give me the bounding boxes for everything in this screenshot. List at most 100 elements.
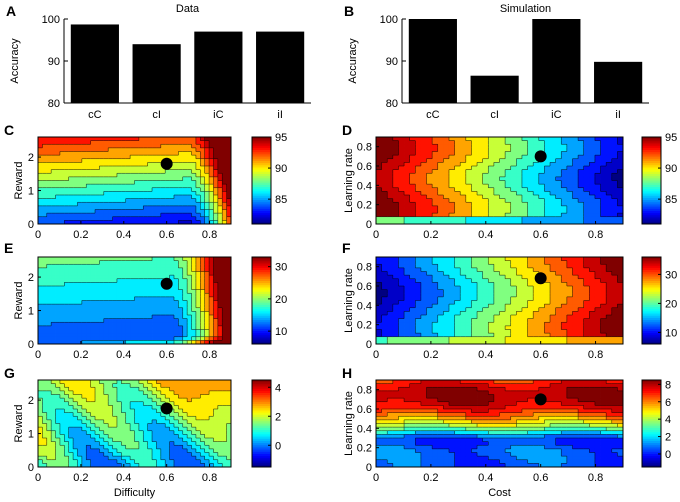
heatmap-cell <box>143 286 149 291</box>
heatmap-cell <box>195 198 201 203</box>
heatmap-cell <box>420 209 427 214</box>
heatmap-cell <box>204 333 210 338</box>
heatmap-cell <box>81 191 87 196</box>
heatmap-cell <box>125 205 131 210</box>
heatmap-cell <box>112 184 118 189</box>
heatmap-cell <box>493 169 500 174</box>
heatmap-cell <box>387 325 394 330</box>
heatmap-cell <box>533 198 540 203</box>
heatmap-cell <box>195 271 201 276</box>
heatmap-cell <box>86 213 92 218</box>
heatmap-cell <box>217 318 223 323</box>
heatmap-cell <box>152 180 157 185</box>
heatmap-cell <box>169 209 175 214</box>
heatmap-cell <box>73 315 78 320</box>
heatmap-cell <box>130 300 135 305</box>
heatmap-cell <box>213 173 219 178</box>
heatmap-cell <box>187 296 192 301</box>
heatmap-cell <box>477 184 484 189</box>
heatmap-cell <box>555 220 562 225</box>
heatmap-cell <box>432 155 439 160</box>
heatmap-cell <box>488 169 495 174</box>
heatmap-cell <box>521 209 528 214</box>
heatmap-cell <box>152 216 157 221</box>
heatmap-cell <box>493 195 500 200</box>
heatmap-cell <box>86 147 92 152</box>
heatmap-cell <box>73 169 78 174</box>
heatmap-cell <box>160 187 166 192</box>
heatmap-cell <box>46 264 52 269</box>
heatmap-cell <box>222 198 228 203</box>
heatmap-cell <box>387 195 394 200</box>
colorbar-step <box>642 182 661 186</box>
heatmap-cell <box>426 198 433 203</box>
colorbar-step <box>642 208 661 212</box>
heatmap-cell <box>90 336 96 341</box>
heatmap-cell <box>90 286 96 291</box>
heatmap-cell <box>589 166 596 171</box>
heatmap-cell <box>182 184 188 189</box>
heatmap-cell <box>488 147 495 152</box>
heatmap-cell <box>561 173 568 178</box>
heatmap-cell <box>160 311 166 316</box>
heatmap-cell <box>64 202 70 207</box>
heatmap-cell <box>130 329 135 334</box>
heatmap-cell <box>160 191 166 196</box>
heatmap-cell <box>392 318 399 323</box>
heatmap-cell <box>143 311 149 316</box>
heatmap-cell <box>134 264 140 269</box>
heatmap-cell <box>460 144 467 149</box>
heatmap-cell <box>59 169 65 174</box>
heatmap-cell <box>134 158 140 163</box>
heatmap-cell <box>173 304 179 309</box>
heatmap-cell <box>138 205 144 210</box>
heatmap-cell <box>555 180 562 185</box>
heatmap-cell <box>38 158 43 163</box>
heatmap-cell <box>387 260 394 265</box>
heatmap-cell <box>121 296 127 301</box>
heatmap-cell <box>376 202 383 207</box>
heatmap-cell <box>42 325 48 330</box>
heatmap-cell <box>178 289 184 294</box>
heatmap-cell <box>143 300 149 305</box>
heatmap-cell <box>147 144 153 149</box>
heatmap-cell <box>51 213 56 218</box>
heatmap-cell <box>116 198 122 203</box>
heatmap-cell <box>121 173 127 178</box>
heatmap-cell <box>160 340 166 345</box>
heatmap-cell <box>488 216 495 221</box>
heatmap-cell <box>471 137 478 142</box>
heatmap-cell <box>561 184 568 189</box>
heatmap-cell <box>387 286 394 291</box>
heatmap-cell <box>187 205 192 210</box>
heatmap-cell <box>112 289 118 294</box>
heatmap-cell <box>488 173 495 178</box>
heatmap-cell <box>217 198 223 203</box>
heatmap-cell <box>217 282 223 287</box>
heatmap-cell <box>81 184 87 189</box>
heatmap-cell <box>527 151 534 156</box>
heatmap-cell <box>381 195 388 200</box>
heatmap-cell <box>134 289 140 294</box>
heatmap-cell <box>217 176 223 181</box>
heatmap-cell <box>55 275 61 280</box>
heatmap-cell <box>499 158 506 163</box>
heatmap-cell <box>415 169 422 174</box>
heatmap-cell <box>555 151 562 156</box>
heatmap-cell <box>493 176 500 181</box>
heatmap-cell <box>217 151 223 156</box>
heatmap-cell <box>42 296 48 301</box>
heatmap-cell <box>86 340 92 345</box>
heatmap-cell <box>73 184 78 189</box>
heatmap-cell <box>387 140 394 145</box>
heatmap-cell <box>538 169 545 174</box>
heatmap-cell <box>165 151 170 156</box>
heatmap-cell <box>51 257 56 262</box>
colorbar-step <box>252 165 271 168</box>
heatmap-cell <box>143 325 149 330</box>
heatmap-cell <box>465 176 472 181</box>
heatmap-cell <box>108 311 113 316</box>
heatmap-cell <box>152 158 157 163</box>
heatmap-cell <box>226 187 232 192</box>
heatmap-cell <box>59 166 65 171</box>
